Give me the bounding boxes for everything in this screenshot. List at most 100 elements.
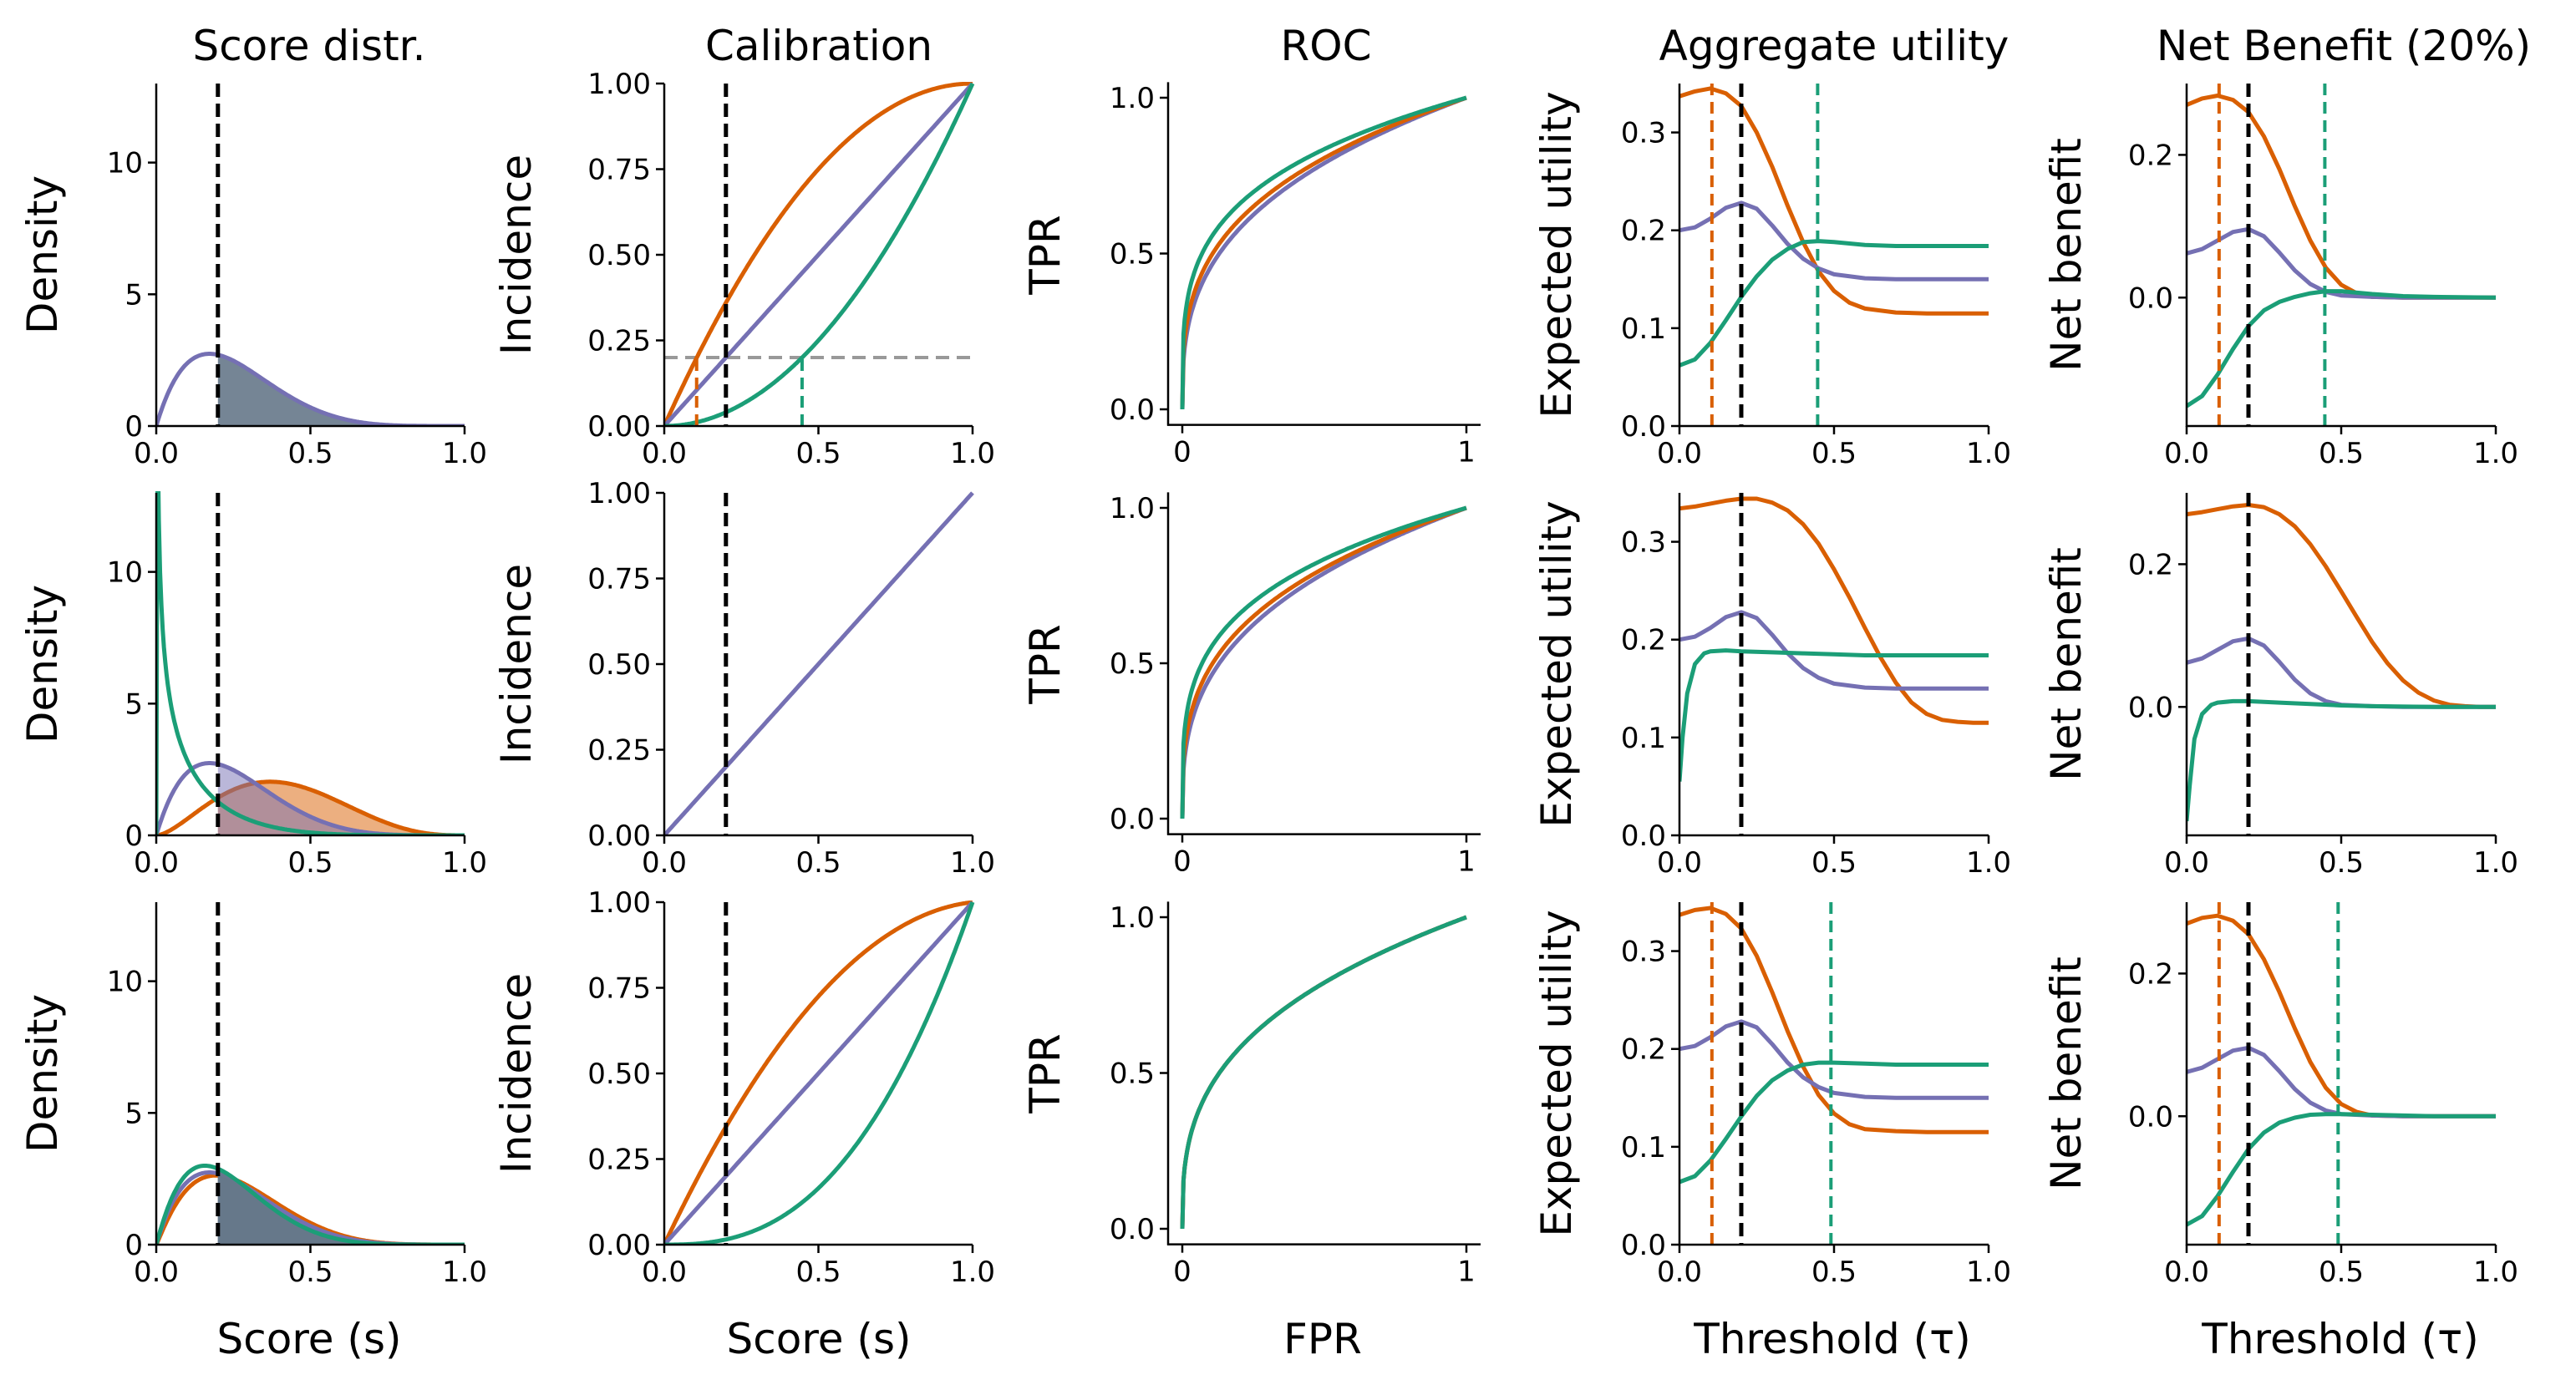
x-tick-label: 0: [1173, 1256, 1191, 1289]
y-tick-label: 0.0: [1110, 393, 1155, 427]
title-aggregate-utility: Aggregate utility: [1659, 22, 2009, 70]
y-tick-label: 0.0: [1621, 1229, 1666, 1262]
y-tick-label: 0.25: [587, 325, 651, 358]
x-tick-label: 0.0: [1657, 437, 1702, 470]
panel-r2-c3: 0 1 0.0 0.5 1.0 TPR: [1021, 492, 1481, 879]
x-tick-label: 0.0: [2164, 846, 2209, 880]
y-tick-label: 0.2: [1621, 624, 1666, 657]
x-tick-label: 0.0: [2164, 1256, 2209, 1289]
x-tick-label: 1.0: [1966, 437, 2011, 470]
panel-r1-c5: 0.0 0.5 1.0 0.0 0.2 Net benefit: [2042, 84, 2518, 470]
purple-density-area: [217, 354, 465, 426]
y-tick-label: 0.1: [1621, 312, 1666, 346]
orange-utility-line: [1679, 86, 1989, 316]
y-tick-label: 0.0: [1621, 410, 1666, 444]
x-tick-label: 0: [1173, 436, 1191, 469]
panel-r1-c2: 0.0 0.5 1.0 0.00 0.25 0.50 0.75 1.00 Incidence: [492, 68, 995, 470]
title-score-distribution: Score distr.: [192, 22, 425, 70]
orange-utility-line: [1679, 496, 1989, 725]
plot-area: [1180, 95, 1467, 410]
x-tick-label: 0.5: [1811, 437, 1857, 470]
plot-area: [155, 491, 465, 836]
orange-roc-line: [1180, 915, 1467, 1230]
x-tick-label: 0.5: [2319, 846, 2364, 880]
column-titles: Score distr. Calibration ROC Aggregate u…: [192, 22, 2531, 70]
green-utility-line: [1679, 1060, 1989, 1185]
xlabel-score-distribution: Score (s): [217, 1315, 402, 1363]
orange-roc-line: [1180, 505, 1467, 819]
y-tick-label: 1.0: [1110, 901, 1155, 935]
y-tick-label: 5: [124, 687, 143, 721]
purple-calibration-line: [663, 491, 974, 836]
x-tick-label: 0.5: [1811, 846, 1857, 880]
purple-roc-line: [1180, 505, 1467, 819]
plot-area: [663, 82, 975, 427]
purple-roc-line: [1180, 95, 1467, 410]
plot-area: [663, 491, 974, 836]
panel-r2-c4: 0.0 0.5 1.0 0.0 0.1 0.2 0.3 Expected utility: [1532, 493, 2011, 880]
plot-area: [2186, 902, 2496, 1245]
green-density-area: [217, 1169, 465, 1245]
purple-net-benefit-line: [2186, 226, 2496, 300]
y-tick-label: 10: [107, 147, 143, 180]
y-tick-label: 1.00: [587, 68, 651, 101]
y-tick-label: 0.5: [1110, 647, 1155, 681]
orange-net-benefit-line: [2186, 503, 2496, 709]
x-tick-label: 1.0: [442, 1256, 487, 1289]
y-tick-label: 0.00: [587, 819, 651, 853]
y-tick-label: 0.0: [1110, 803, 1155, 836]
xlabel-net-benefit: Threshold (τ): [2201, 1315, 2478, 1363]
plot-area: [1180, 505, 1467, 819]
panel-r1-c4: 0.0 0.5 1.0 0.0 0.1 0.2 0.3 Expected utility: [1532, 84, 2011, 470]
xlabel-calibration: Score (s): [727, 1315, 912, 1363]
orange-net-benefit-line: [2186, 94, 2496, 300]
green-calibration-line: [664, 82, 975, 427]
y-axis-label: Net benefit: [2042, 547, 2091, 781]
y-tick-label: 0.75: [587, 972, 651, 1006]
y-tick-label: 0: [124, 410, 143, 444]
orange-calibration-line: [663, 82, 973, 427]
purple-utility-line: [1679, 200, 1989, 282]
x-tick-label: 0.5: [287, 1256, 333, 1289]
x-tick-label: 0.0: [642, 1256, 687, 1289]
green-roc-line: [1180, 505, 1467, 819]
x-tick-label: 1.0: [442, 846, 487, 880]
y-axis-label: Expected utility: [1532, 91, 1581, 418]
y-tick-label: 1.00: [587, 886, 651, 920]
x-tick-label: 0.5: [795, 437, 841, 470]
x-tick-label: 0.0: [642, 846, 687, 880]
y-tick-label: 0.1: [1621, 722, 1666, 755]
x-tick-label: 1: [1457, 1256, 1476, 1289]
y-tick-label: 0: [124, 1229, 143, 1262]
green-roc-line: [1180, 95, 1467, 410]
x-tick-label: 0.5: [1811, 1256, 1857, 1289]
x-tick-label: 1.0: [2473, 437, 2518, 470]
x-tick-label: 0.5: [795, 846, 841, 880]
y-tick-label: 0.3: [1621, 526, 1666, 560]
y-tick-label: 1.0: [1110, 82, 1155, 115]
x-tick-label: 0.5: [287, 437, 333, 470]
y-tick-label: 0.3: [1621, 117, 1666, 150]
y-tick-label: 0.50: [587, 1058, 651, 1091]
x-tick-label: 0.0: [642, 437, 687, 470]
y-axis-label: Expected utility: [1532, 500, 1581, 827]
orange-roc-line: [1180, 95, 1467, 410]
y-axis-label: Density: [18, 175, 67, 334]
y-tick-label: 0.50: [587, 239, 651, 272]
x-tick-label: 1.0: [2473, 1256, 2518, 1289]
purple-utility-line: [1679, 1019, 1989, 1100]
x-tick-label: 0.0: [1657, 846, 1702, 880]
y-tick-label: 0.75: [587, 563, 651, 596]
panel-r3-c5: 0.0 0.5 1.0 0.0 0.2 Net benefit: [2042, 902, 2518, 1289]
purple-roc-line: [1180, 915, 1467, 1230]
panel-r1-c3: 0 1 0.0 0.5 1.0 TPR: [1021, 82, 1481, 469]
x-tick-label: 1.0: [1966, 846, 2011, 880]
y-tick-label: 0.0: [2128, 282, 2173, 315]
y-tick-label: 0.2: [1621, 215, 1666, 248]
purple-net-benefit-line: [2186, 636, 2496, 709]
plot-area: [1679, 493, 1989, 835]
panel-r2-c1: 0.0 0.5 1.0 0 5 10 Density: [18, 491, 487, 880]
y-tick-label: 10: [107, 556, 143, 590]
